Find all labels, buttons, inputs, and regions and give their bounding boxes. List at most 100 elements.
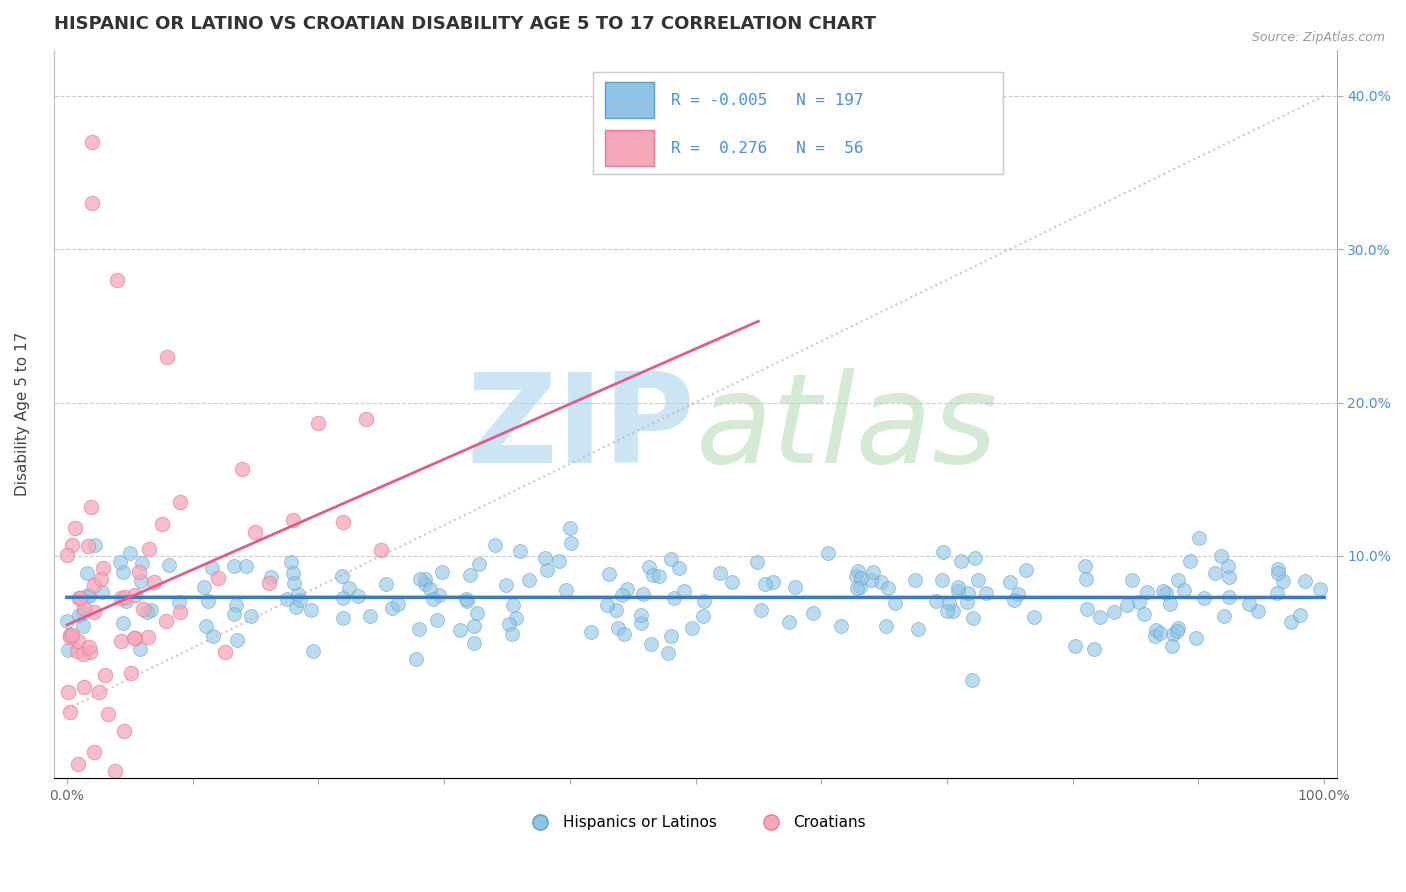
Point bbox=[138, 541, 160, 556]
Legend: Hispanics or Latinos, Croatians: Hispanics or Latinos, Croatians bbox=[519, 809, 872, 836]
Point bbox=[1002, 592, 1025, 607]
Point bbox=[641, 568, 664, 582]
Point bbox=[224, 599, 246, 613]
Point bbox=[1188, 531, 1211, 545]
Point bbox=[560, 536, 582, 550]
Point bbox=[408, 572, 430, 586]
Point bbox=[709, 566, 731, 580]
Point bbox=[77, 640, 100, 654]
Point bbox=[1143, 629, 1166, 643]
Point bbox=[60, 627, 83, 641]
Point bbox=[1167, 573, 1189, 587]
Point bbox=[169, 605, 191, 619]
Point bbox=[783, 580, 806, 594]
Point bbox=[498, 617, 520, 632]
Point bbox=[1007, 587, 1029, 601]
Point bbox=[762, 574, 785, 589]
Point bbox=[77, 539, 100, 553]
Point bbox=[883, 596, 905, 610]
Point bbox=[105, 273, 128, 287]
Point bbox=[104, 764, 127, 778]
Point bbox=[1154, 586, 1177, 600]
Point bbox=[749, 602, 772, 616]
Point bbox=[110, 591, 132, 605]
Point bbox=[668, 561, 690, 575]
Point bbox=[613, 626, 636, 640]
Point bbox=[606, 622, 628, 636]
Point bbox=[1288, 607, 1310, 622]
Point bbox=[1076, 572, 1098, 586]
Point bbox=[73, 601, 96, 615]
Point bbox=[283, 513, 305, 527]
Point bbox=[136, 630, 159, 644]
Point bbox=[1163, 627, 1185, 641]
Point bbox=[79, 589, 101, 603]
Point bbox=[72, 647, 94, 661]
Point bbox=[907, 622, 929, 636]
Point bbox=[558, 521, 581, 535]
Point bbox=[83, 605, 105, 619]
Point bbox=[630, 608, 652, 623]
Point bbox=[956, 595, 979, 609]
Point bbox=[605, 603, 627, 617]
Point bbox=[974, 586, 997, 600]
Point bbox=[408, 622, 430, 636]
Point bbox=[387, 597, 409, 611]
Point bbox=[1185, 632, 1208, 646]
Point bbox=[692, 609, 714, 624]
Point bbox=[91, 560, 114, 574]
Point bbox=[1136, 585, 1159, 599]
Point bbox=[83, 578, 105, 592]
Point bbox=[534, 550, 557, 565]
Point bbox=[56, 643, 79, 657]
Point bbox=[904, 574, 927, 588]
Point bbox=[124, 588, 146, 602]
Point bbox=[76, 566, 98, 581]
Point bbox=[962, 611, 984, 625]
Point bbox=[83, 538, 105, 552]
Point bbox=[240, 608, 263, 623]
Point bbox=[936, 604, 959, 618]
Point bbox=[1218, 570, 1240, 584]
Point bbox=[1159, 597, 1181, 611]
Point bbox=[108, 555, 131, 569]
Point bbox=[1014, 563, 1036, 577]
Point bbox=[946, 580, 969, 594]
Text: ZIP: ZIP bbox=[467, 368, 696, 489]
Point bbox=[1309, 582, 1331, 597]
Point bbox=[468, 558, 491, 572]
Point bbox=[67, 633, 90, 648]
Point bbox=[79, 645, 101, 659]
Point bbox=[817, 545, 839, 559]
Point bbox=[224, 559, 246, 574]
Text: atlas: atlas bbox=[696, 368, 998, 489]
Point bbox=[966, 573, 988, 587]
Point bbox=[67, 591, 90, 605]
Point bbox=[631, 587, 654, 601]
Point bbox=[354, 411, 377, 425]
Point bbox=[129, 641, 152, 656]
Point bbox=[610, 588, 633, 602]
Point bbox=[931, 573, 953, 587]
Point bbox=[745, 555, 768, 569]
Point bbox=[1178, 554, 1201, 568]
Point bbox=[463, 619, 485, 633]
Point bbox=[276, 592, 298, 607]
Point bbox=[869, 574, 891, 589]
Point bbox=[427, 589, 450, 603]
Point bbox=[370, 542, 392, 557]
Point bbox=[193, 580, 215, 594]
Point bbox=[463, 636, 485, 650]
Point bbox=[536, 563, 558, 577]
Point bbox=[155, 615, 177, 629]
Point bbox=[1160, 639, 1182, 653]
Point bbox=[288, 593, 311, 607]
Point bbox=[415, 572, 437, 586]
Point bbox=[112, 723, 135, 738]
Point bbox=[1088, 610, 1111, 624]
Point bbox=[1152, 584, 1174, 599]
Point bbox=[245, 525, 267, 540]
Point bbox=[72, 619, 94, 633]
Point bbox=[860, 573, 883, 587]
Point bbox=[458, 568, 481, 582]
